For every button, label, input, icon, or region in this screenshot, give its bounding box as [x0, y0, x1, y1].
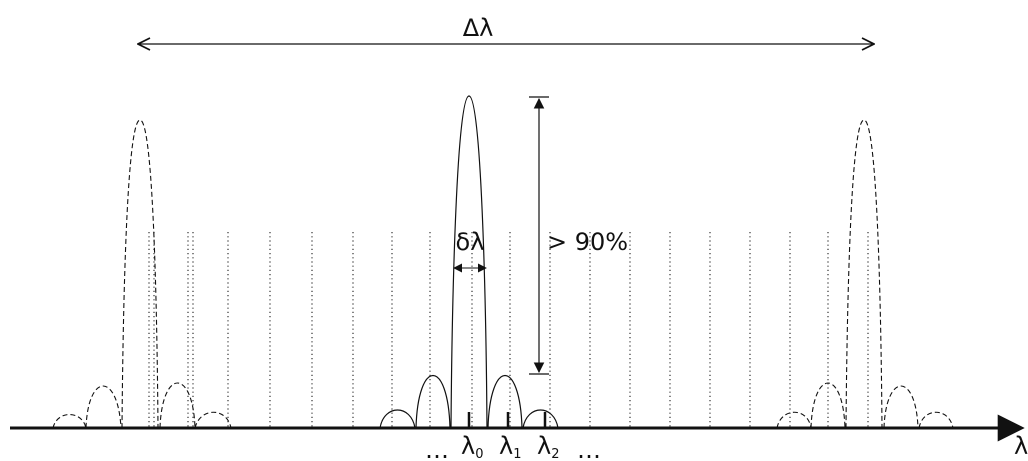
ellipsis-right: … — [577, 436, 601, 461]
right-dashed-side-lobe-1 — [810, 382, 846, 429]
lambda-2-label: λ2 — [537, 432, 559, 461]
percent-measure — [529, 96, 549, 375]
lambda-ticks — [467, 412, 547, 428]
left-dashed-side-lobe-2 — [159, 382, 196, 429]
lambda-0-label: λ0 — [461, 432, 483, 461]
central-side-lobe-right-2 — [522, 409, 559, 429]
right-dashed-peak-group — [776, 119, 954, 429]
dotted-comb-lines — [148, 232, 869, 428]
central-side-lobe-left-1 — [415, 374, 451, 429]
central-main-peak — [450, 95, 488, 429]
left-dashed-main-peak — [121, 119, 159, 429]
axis-lambda-label: λ — [1014, 432, 1028, 460]
delta-lambda-label: Δλ — [463, 14, 494, 42]
left-dashed-peak-group — [52, 119, 232, 429]
central-side-lobe-right-1 — [487, 374, 523, 429]
left-dashed-side-lobe-1 — [85, 385, 122, 429]
ellipsis-left: … — [425, 436, 449, 461]
left-dashed-side-lobe-4 — [52, 413, 87, 429]
right-dashed-side-lobe-4 — [776, 411, 812, 429]
left-dashed-side-lobe-3 — [194, 411, 232, 429]
lambda-1-label: λ1 — [499, 432, 521, 461]
right-dashed-side-lobe-2 — [883, 385, 919, 429]
central-solid-peak-group — [379, 95, 559, 429]
right-dashed-main-peak — [845, 119, 883, 429]
percent-label: > 90% — [547, 228, 628, 256]
small-delta-lambda-label: δλ — [456, 228, 485, 256]
right-dashed-side-lobe-3 — [918, 411, 954, 429]
central-side-lobe-left-2 — [379, 409, 416, 429]
